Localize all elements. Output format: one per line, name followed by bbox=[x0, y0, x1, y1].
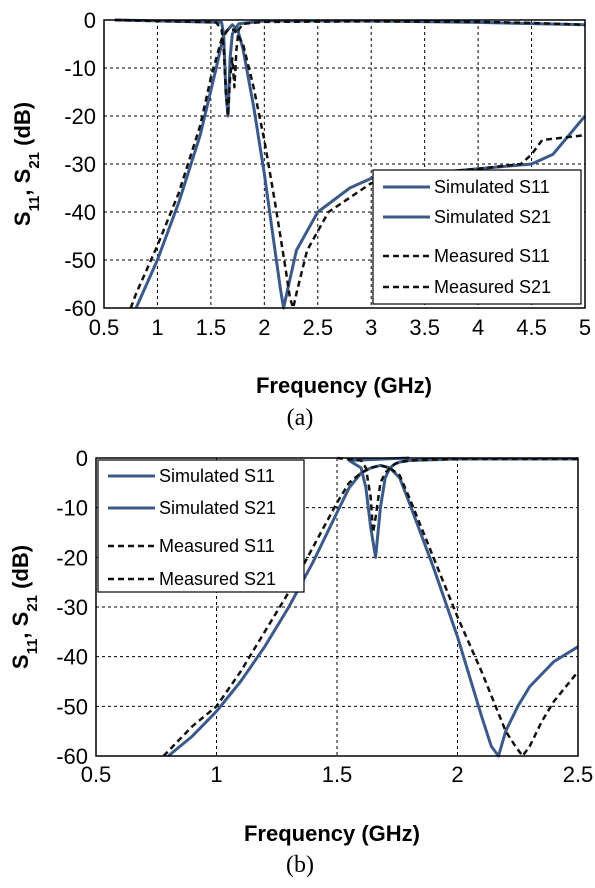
y-tick-b-0: 0 bbox=[76, 446, 88, 471]
x-tick-a-6: 3.5 bbox=[409, 315, 440, 340]
y-tick-b-3: -30 bbox=[56, 595, 88, 620]
y-label-mid-a: , S bbox=[10, 169, 35, 196]
x-tick-a-9: 5 bbox=[579, 315, 591, 340]
x-tick-b-1: 1 bbox=[210, 762, 222, 787]
y-label-mid-b: , S bbox=[8, 612, 33, 639]
y-tick-b-4: -40 bbox=[56, 645, 88, 670]
x-tick-a-5: 3 bbox=[365, 315, 377, 340]
legend-a: Simulated S11 Simulated S21 Measured S11… bbox=[372, 169, 582, 305]
y-tick-b-5: -50 bbox=[56, 694, 88, 719]
chart-b: 0 -10 -20 -30 -40 -50 -60 0.5 1 1.5 2 2.5 Simulate… bbox=[8, 446, 593, 878]
x-tick-b-2: 1.5 bbox=[322, 762, 353, 787]
legend-box-a bbox=[372, 169, 582, 305]
y-label-s-a: S bbox=[10, 211, 35, 226]
y-tick-a-5: -50 bbox=[64, 248, 96, 273]
x-tick-a-8: 4.5 bbox=[516, 315, 547, 340]
x-ticks-a: 0.5 1 1.5 2 2.5 3 3.5 4 4.5 5 bbox=[89, 315, 591, 340]
chart-a: 0 -10 -20 -30 -40 -50 -60 0.5 1 1.5 2 2.5 3 3.5 4 4.5 5… bbox=[10, 8, 591, 431]
x-tick-a-7: 4 bbox=[472, 315, 484, 340]
plot-frame-b bbox=[95, 457, 579, 757]
legend-label-a-1: Simulated S21 bbox=[434, 207, 551, 227]
legend-label-b-0: Simulated S11 bbox=[159, 466, 275, 486]
y-tick-a-3: -30 bbox=[64, 152, 96, 177]
y-label-sub11-a: 11 bbox=[26, 196, 43, 212]
y-tick-b-1: -10 bbox=[56, 496, 88, 521]
y-label-s-b: S bbox=[8, 654, 33, 669]
y-ticks-a: 0 -10 -20 -30 -40 -50 -60 bbox=[64, 8, 96, 321]
y-label-sub21-a: 21 bbox=[26, 152, 43, 169]
series-line-b-2 bbox=[336, 456, 578, 534]
legend-b: Simulated S11 Simulated S21 Measured S11… bbox=[97, 459, 305, 593]
x-ticks-b: 0.5 1 1.5 2 2.5 bbox=[81, 762, 594, 787]
y-tick-a-4: -40 bbox=[64, 200, 96, 225]
series-b bbox=[162, 456, 579, 758]
series-line-a-2 bbox=[114, 18, 586, 118]
x-tick-a-3: 2 bbox=[258, 315, 270, 340]
y-tick-a-0: 0 bbox=[84, 8, 96, 33]
y-tick-b-2: -20 bbox=[56, 545, 88, 570]
x-axis-label-a: Frequency (GHz) bbox=[256, 373, 432, 398]
x-tick-b-0: 0.5 bbox=[81, 762, 112, 787]
x-tick-a-2: 1.5 bbox=[196, 315, 227, 340]
x-tick-a-4: 2.5 bbox=[302, 315, 333, 340]
y-tick-a-1: -10 bbox=[64, 56, 96, 81]
x-axis-label-b: Frequency (GHz) bbox=[244, 821, 420, 846]
legend-label-b-2: Measured S11 bbox=[159, 536, 275, 556]
y-tick-a-2: -20 bbox=[64, 104, 96, 129]
legend-label-b-1: Simulated S21 bbox=[159, 498, 276, 518]
legend-label-a-0: Simulated S11 bbox=[434, 177, 550, 197]
plot-frame-a bbox=[103, 19, 586, 309]
caption-a: (a) bbox=[287, 405, 314, 431]
caption-b: (b) bbox=[286, 852, 314, 878]
y-tick-a-6: -60 bbox=[64, 296, 96, 321]
y-axis-label-a: S11, S21 (dB) bbox=[10, 102, 43, 226]
y-label-sub21-b: 21 bbox=[24, 595, 41, 612]
x-tick-a-1: 1 bbox=[151, 315, 163, 340]
legend-label-b-3: Measured S21 bbox=[159, 569, 276, 589]
y-label-sub11-b: 11 bbox=[24, 639, 41, 655]
legend-label-a-3: Measured S21 bbox=[434, 277, 551, 297]
x-tick-a-0: 0.5 bbox=[89, 315, 120, 340]
legend-box-b bbox=[97, 459, 305, 593]
y-axis-label-b: S11, S21 (dB) bbox=[8, 545, 41, 669]
series-line-b-3 bbox=[162, 464, 579, 758]
x-tick-b-4: 2.5 bbox=[563, 762, 594, 787]
y-label-unit-b: (dB) bbox=[8, 545, 33, 595]
x-tick-b-3: 2 bbox=[451, 762, 463, 787]
y-tick-b-6: -60 bbox=[56, 744, 88, 769]
series-line-b-1 bbox=[167, 463, 579, 758]
legend-label-a-2: Measured S11 bbox=[434, 246, 550, 266]
y-ticks-b: 0 -10 -20 -30 -40 -50 -60 bbox=[56, 446, 88, 769]
y-label-unit-a: (dB) bbox=[10, 102, 35, 152]
